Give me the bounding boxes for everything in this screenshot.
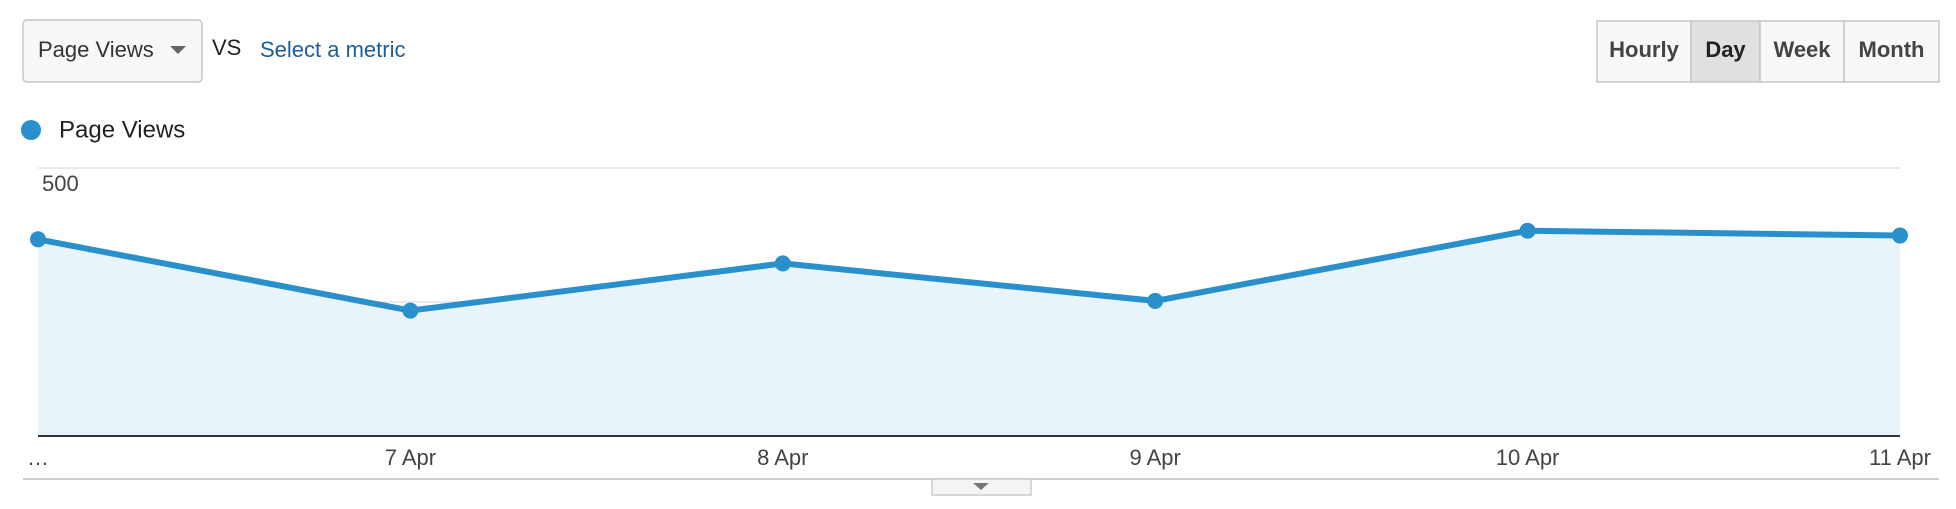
granularity-button-label: Hourly	[1609, 37, 1679, 62]
granularity-button[interactable]	[1690, 20, 1761, 83]
x-tick-label: 11 Apr	[1869, 445, 1931, 470]
granularity-button-label: Day	[1705, 37, 1746, 62]
y-tick-label: 500	[42, 171, 79, 196]
point	[1147, 292, 1164, 309]
select-metric-link[interactable]: Select a metric	[260, 37, 406, 62]
x-tick-label: 8 Apr	[757, 445, 808, 470]
point	[774, 255, 791, 272]
area	[38, 230, 1900, 436]
granularity-buttons: Hourly Day Week Month	[1596, 20, 1940, 83]
legend-marker	[21, 120, 41, 140]
metric-dropdown-label: Page Views	[38, 37, 154, 62]
expand-arrow	[973, 483, 989, 490]
legend: Page Views	[21, 116, 185, 143]
point	[30, 231, 46, 248]
point	[1519, 222, 1536, 239]
legend-label: Page Views	[59, 116, 185, 143]
line	[37, 227, 1901, 314]
granularity-button[interactable]	[1843, 20, 1940, 83]
vs-label: VS	[212, 35, 241, 60]
x-tick-label: 9 Apr	[1130, 445, 1181, 470]
x-tick-label: 10 Apr	[1496, 445, 1560, 470]
dropdown-arrow	[170, 46, 186, 54]
metric-dropdown[interactable]	[22, 19, 203, 83]
granularity-button-label: Week	[1773, 37, 1831, 62]
x-tick-label: …	[27, 445, 49, 470]
point	[1892, 227, 1908, 244]
point	[402, 302, 419, 319]
granularity-button-label: Month	[1859, 37, 1925, 62]
x-tick-label: 7 Apr	[385, 445, 436, 470]
granularity-button[interactable]	[1759, 20, 1845, 83]
granularity-button[interactable]	[1596, 20, 1692, 83]
